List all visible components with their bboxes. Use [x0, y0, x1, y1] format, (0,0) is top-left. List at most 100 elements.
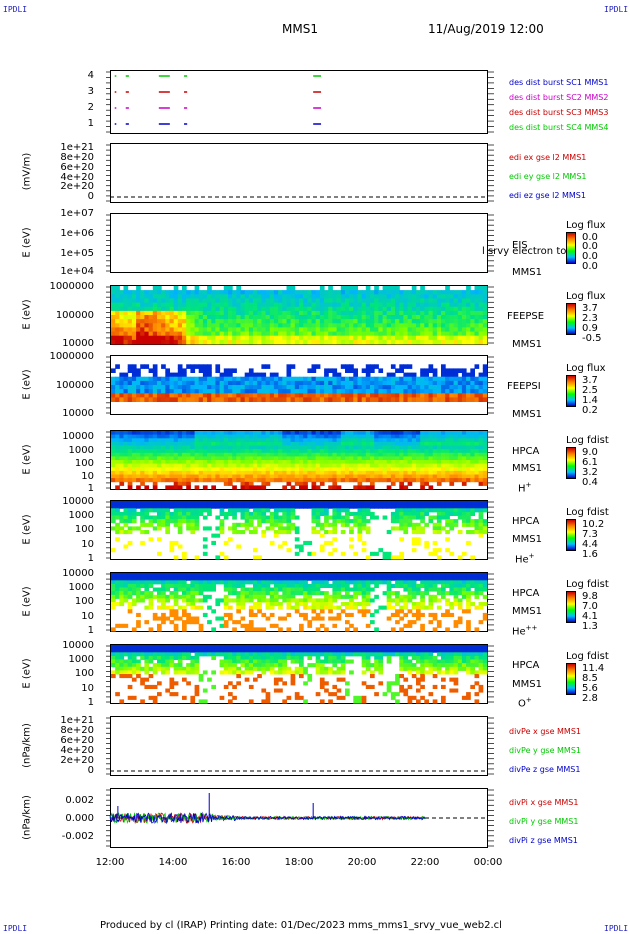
hpcahepp-cell [228, 583, 233, 588]
feepse-cell [386, 315, 392, 320]
colorbar-value: 8.5 [582, 673, 598, 684]
hpcah-cell [269, 467, 275, 472]
hpcahepp-cell [370, 587, 375, 592]
hpcah-cell [111, 431, 116, 436]
hpcah-cell [152, 434, 158, 439]
hpcahepp-cell [123, 594, 129, 599]
hpcah-cell [357, 485, 363, 490]
hpcah-cell [357, 474, 363, 479]
hpcah-cell [111, 434, 116, 439]
feepse-cell [207, 298, 212, 303]
hpcah-cell [111, 478, 116, 483]
hpcah-cell [215, 460, 221, 465]
hpcahe-cell [345, 519, 350, 524]
feepsi-cell [161, 389, 166, 394]
hpcah-cell [332, 456, 338, 461]
hpcah-cell [240, 445, 246, 450]
feepse-cell [332, 323, 338, 328]
hpcahe-cell [457, 508, 463, 513]
feepse-cell [223, 306, 229, 312]
hpcahepp-cell [190, 594, 196, 599]
hpcah-cell [165, 470, 170, 475]
feepsi-cell [403, 376, 409, 382]
hpcahepp-cell [461, 587, 467, 592]
hpcah-cell [449, 445, 455, 450]
ytick: -0.002 [61, 831, 94, 842]
hpcahepp-cell [232, 620, 237, 625]
feepsi-cell [140, 380, 145, 386]
hpcah-cell [244, 463, 250, 468]
colorbar-value: 4.4 [582, 539, 598, 550]
feepse-cell [390, 298, 396, 303]
feepse-cell [282, 315, 287, 320]
feepsi-cell [119, 376, 125, 382]
hpcah-cell [332, 478, 338, 483]
feepse-cell [482, 302, 488, 308]
hpcah-cell [411, 463, 417, 468]
hpcah-cell [466, 463, 471, 468]
feepsi-cell [399, 393, 404, 398]
hpcahepp-cell [424, 573, 429, 578]
feepse-cell [311, 290, 317, 295]
hpcahepp-cell [223, 573, 229, 578]
feepsi-cell [424, 372, 429, 378]
feepse-cell [399, 306, 404, 312]
hpcahe-cell [361, 515, 367, 520]
hpcahe-cell [461, 508, 467, 513]
hpcahepp-cell [470, 576, 475, 581]
hpcahe-cell [253, 548, 258, 553]
hpcah-cell [399, 438, 404, 443]
feepsi-cell [131, 376, 137, 382]
hpcahepp-cell [198, 627, 204, 632]
feepse-cell [466, 339, 471, 345]
hpcah-cell [299, 445, 304, 450]
feepse-cell [299, 294, 304, 299]
hpcah-cell [378, 441, 384, 446]
hpcahe-cell [240, 501, 246, 506]
feepsi-cell [349, 393, 354, 398]
hpcahepp-cell [445, 583, 450, 588]
hpcah-cell [202, 463, 208, 468]
hpcah-cell [223, 478, 229, 483]
feepsi-cell [161, 393, 166, 398]
hpcahe-cell [273, 501, 279, 506]
feepsi-cell [353, 376, 358, 382]
hpcah-cell [370, 463, 375, 468]
feepsi-cell [315, 385, 321, 390]
feepse-cell [177, 294, 183, 299]
hpcahe-cell [449, 551, 455, 556]
feepse-cell [345, 327, 350, 332]
hpcahepp-cell [253, 605, 258, 610]
feepse-cell [299, 335, 304, 341]
hpcahe-cell [319, 548, 325, 553]
hpcah-cell [357, 460, 363, 465]
hpcah-cell [474, 467, 480, 472]
hpcao-cell [115, 652, 120, 657]
hpcahe-cell [282, 508, 287, 513]
hpcah-cell [244, 481, 250, 486]
hpcahe-cell [240, 522, 246, 527]
hpcah-cell [374, 474, 379, 479]
hpcahepp-cell [248, 587, 254, 592]
feepse-cell [453, 306, 459, 312]
hpcah-cell [365, 474, 371, 479]
feepse-cell [303, 315, 308, 320]
feepse-cell [436, 298, 442, 303]
feepsi-cell [190, 385, 196, 390]
feepsi-cell [194, 397, 200, 402]
feepse-cell [470, 331, 475, 337]
feepse-cell [478, 298, 484, 303]
hpcahepp-cell [127, 591, 133, 596]
hpcao-cell [123, 674, 129, 679]
feepse-cell [349, 298, 354, 303]
feepse-cell [157, 302, 162, 308]
feepsi-cell [207, 376, 212, 382]
hpcah-cell [336, 434, 342, 439]
feepse-cell [361, 323, 367, 328]
hpcahe-cell [286, 530, 292, 535]
feepsi-cell [478, 389, 484, 394]
hpcahepp-cell [286, 583, 292, 588]
hpcahepp-cell [190, 580, 196, 585]
feepse-cell [236, 294, 241, 299]
hpcahepp-cell [336, 587, 342, 592]
